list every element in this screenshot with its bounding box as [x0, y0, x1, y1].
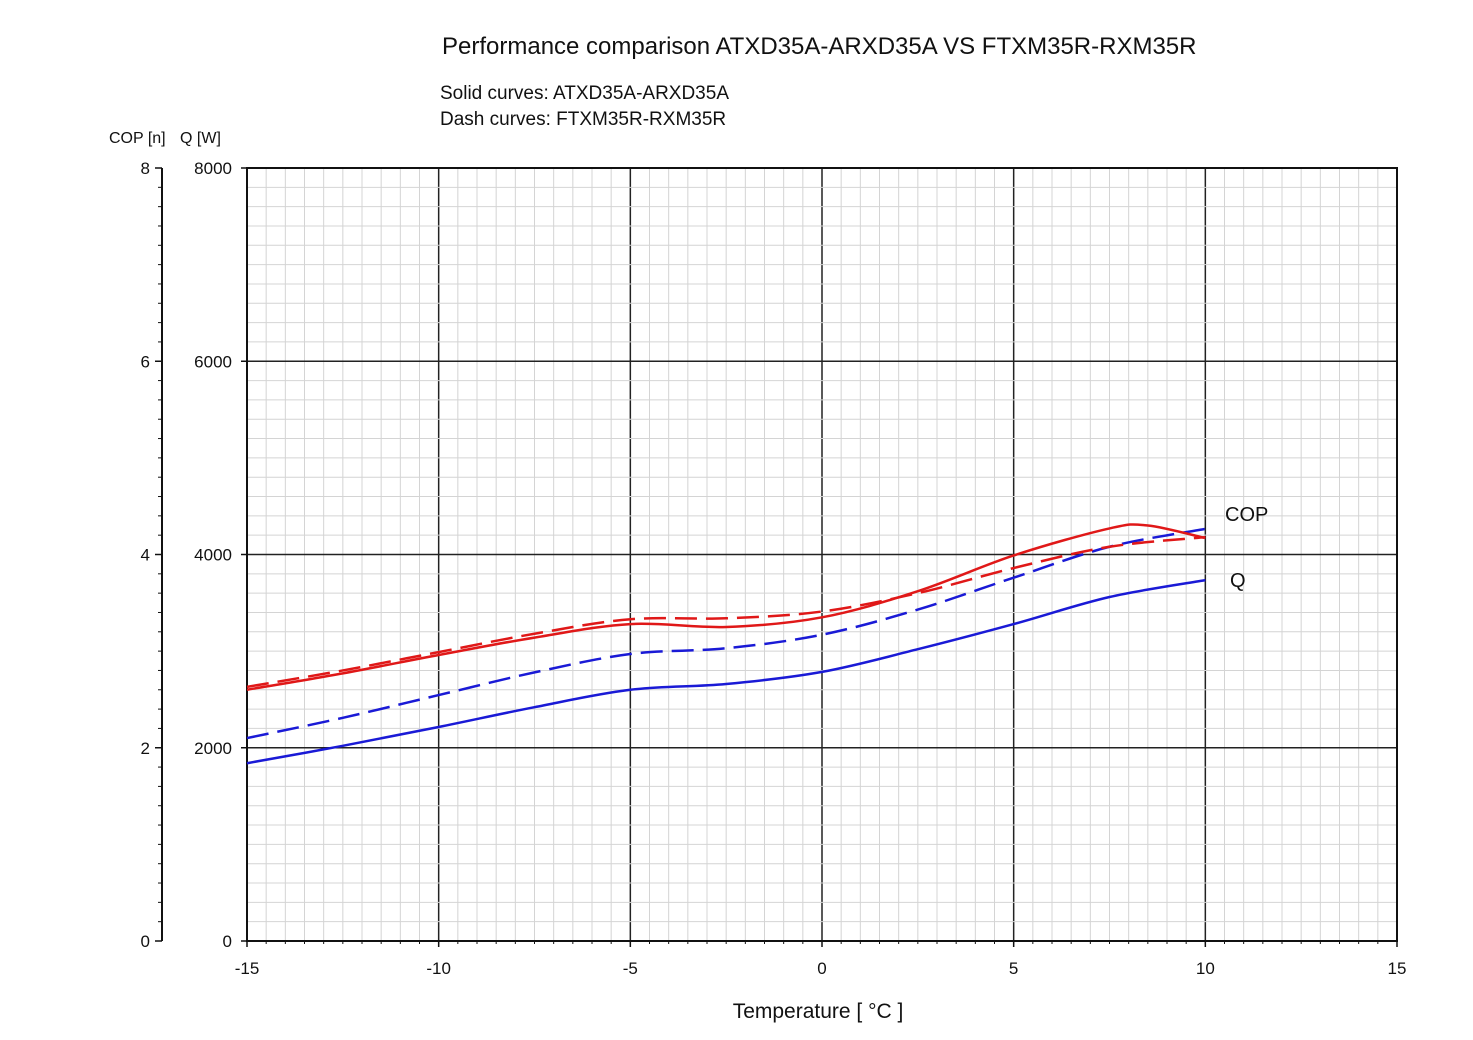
subtitle-dash: Dash curves: FTXM35R-RXM35R: [440, 109, 726, 130]
chart-title: Performance comparison ATXD35A-ARXD35A V…: [442, 33, 1197, 60]
x-tick-label: -15: [235, 959, 260, 978]
x-tick-label: 0: [817, 959, 826, 978]
x-tick-label: 5: [1009, 959, 1018, 978]
curves: [246, 523, 1206, 765]
q-tick-label: 6000: [194, 352, 232, 371]
cop-curve-dashed: [246, 535, 1206, 689]
x-tick-label: 15: [1388, 959, 1407, 978]
x-axis-label: Temperature [ °C ]: [733, 1000, 904, 1023]
q-tick-label: 0: [223, 932, 232, 951]
q-curve-label: Q: [1230, 570, 1246, 592]
q-axis-label: Q [W]: [180, 130, 221, 147]
q-curve-dashed: [246, 527, 1206, 740]
cop-axis-label: COP [n]: [109, 130, 166, 147]
axes: -15 -10 -5 0 5 10 15 0 2000 4000 6000 8000 0 2 4 6 8: [141, 159, 1407, 978]
x-tick-label: -5: [623, 959, 638, 978]
q-tick-label: 4000: [194, 546, 232, 565]
x-tick-label: 10: [1196, 959, 1215, 978]
cop-tick-label: 4: [141, 546, 150, 565]
cop-tick-label: 0: [141, 932, 150, 951]
q-tick-label: 2000: [194, 739, 232, 758]
cop-curve-label: COP: [1225, 504, 1268, 526]
cop-tick-label: 2: [141, 739, 150, 758]
x-tick-label: -10: [426, 959, 451, 978]
subtitle-solid: Solid curves: ATXD35A-ARXD35A: [440, 83, 729, 104]
q-tick-label: 8000: [194, 159, 232, 178]
grid: [246, 167, 1398, 942]
cop-tick-label: 8: [141, 159, 150, 178]
cop-tick-label: 6: [141, 352, 150, 371]
cop-curve-solid: [246, 523, 1206, 692]
q-curve-solid: [246, 578, 1206, 765]
